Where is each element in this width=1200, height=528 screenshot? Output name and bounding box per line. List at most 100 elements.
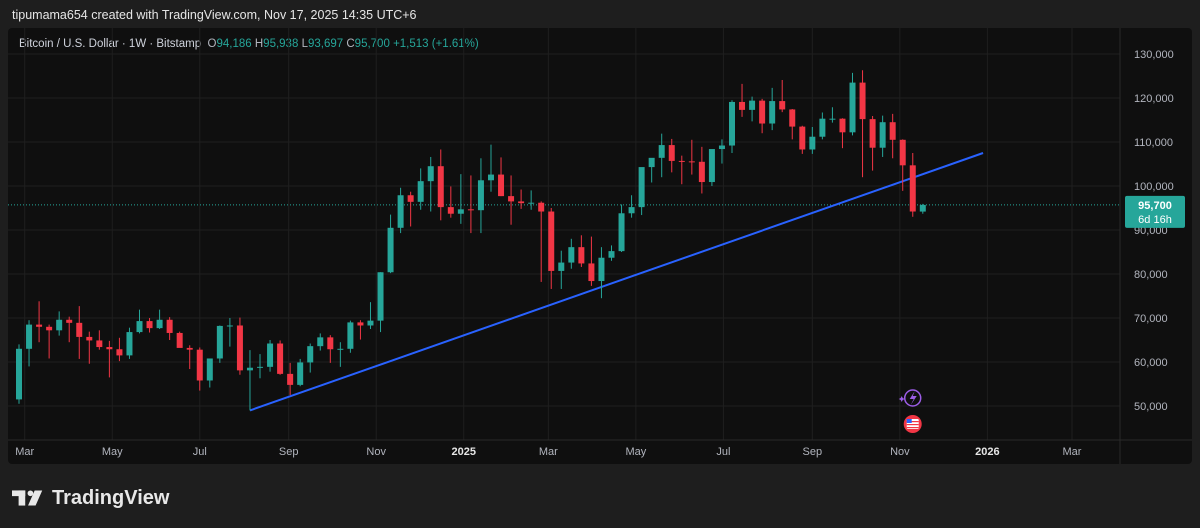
candle xyxy=(769,87,776,131)
candle-body xyxy=(698,161,705,183)
candle-body xyxy=(528,202,535,204)
flag-canton xyxy=(906,419,912,423)
candle xyxy=(548,208,555,289)
candle-body xyxy=(427,166,434,182)
candle-body xyxy=(417,181,424,202)
candle xyxy=(226,318,233,347)
candle-body xyxy=(548,211,555,271)
us-flag-event-icon xyxy=(903,415,922,433)
last-price-value: 95,700 xyxy=(1138,200,1172,212)
candle-body xyxy=(267,343,274,367)
lightning-event-circle xyxy=(903,389,922,407)
candle xyxy=(236,317,243,375)
candle-body xyxy=(86,336,93,341)
y-tick-label: 70,000 xyxy=(1134,313,1168,325)
candle xyxy=(919,203,926,214)
candle xyxy=(216,325,223,363)
candle-body xyxy=(849,82,856,133)
candle xyxy=(859,70,866,178)
lightning-event-icon xyxy=(898,389,922,407)
candle-body xyxy=(457,209,464,214)
candle xyxy=(176,331,183,348)
candle xyxy=(417,168,424,210)
candlestick-chart[interactable]: 50,000 60,000 70,000 80,000 90,000 100,000 110… xyxy=(8,28,1192,464)
brand-footer: TradingView xyxy=(12,483,169,513)
last-price-tag: 95,700 6d 16h xyxy=(1125,195,1185,228)
candle-body xyxy=(216,325,223,359)
candle-body xyxy=(508,196,515,202)
candle-body xyxy=(236,325,243,371)
candle xyxy=(718,139,725,164)
candle xyxy=(538,201,545,282)
x-tick-label: May xyxy=(625,446,646,458)
candle-body xyxy=(287,373,294,385)
candle xyxy=(879,115,886,157)
candle-body xyxy=(839,118,846,133)
candle xyxy=(246,350,253,411)
candle xyxy=(327,335,334,363)
candle xyxy=(728,100,735,153)
y-tick-label: 120,000 xyxy=(1134,93,1174,105)
y-tick-label: 90,000 xyxy=(1134,225,1168,237)
change-value: +1,513 (+1.61%) xyxy=(393,38,479,50)
candle-body xyxy=(347,322,354,349)
candle-body xyxy=(769,101,776,124)
candle-body xyxy=(367,320,374,326)
candle xyxy=(116,337,123,362)
high-value: 95,938 xyxy=(263,38,299,50)
x-tick-label: 2025 xyxy=(451,446,475,458)
candle xyxy=(287,362,294,395)
candle-body xyxy=(136,321,143,333)
bar-countdown: 6d 16h xyxy=(1138,214,1172,226)
candle-body xyxy=(749,100,756,110)
brand-name: TradingView xyxy=(52,486,170,509)
candle xyxy=(658,133,665,178)
candle xyxy=(457,174,464,224)
candle-body xyxy=(518,201,525,204)
candle-body xyxy=(598,257,605,282)
candle xyxy=(518,189,525,209)
candle xyxy=(568,238,575,269)
candle-body xyxy=(206,358,213,381)
candle-body xyxy=(166,319,173,333)
flag-stripe xyxy=(906,427,919,429)
candle xyxy=(56,311,63,336)
support-trendline xyxy=(249,152,984,412)
candle xyxy=(819,112,826,140)
candle-body xyxy=(889,122,896,140)
candle-body xyxy=(638,167,645,208)
candle xyxy=(126,327,133,359)
x-tick-label: Nov xyxy=(366,446,386,458)
candle xyxy=(487,144,494,192)
symbol-legend: Bitcoin / U.S. Dollar · 1W · Bitstamp O9… xyxy=(19,38,479,50)
candle xyxy=(387,214,394,274)
candle xyxy=(397,187,404,234)
candle xyxy=(759,98,766,134)
candle-body xyxy=(186,347,193,350)
candle xyxy=(206,358,213,388)
candle-body xyxy=(487,174,494,181)
candle xyxy=(66,316,73,343)
candle xyxy=(698,146,705,194)
candle-body xyxy=(678,160,685,162)
candle xyxy=(477,158,484,234)
candle xyxy=(16,344,22,404)
candle xyxy=(46,324,53,359)
candle-body xyxy=(477,180,484,211)
low-value: 93,697 xyxy=(307,38,344,50)
candle xyxy=(849,72,856,136)
candle xyxy=(608,245,615,261)
candle xyxy=(809,127,816,154)
y-tick-label: 100,000 xyxy=(1134,181,1174,193)
candle-body xyxy=(46,326,53,331)
candle-body xyxy=(728,101,735,146)
chart-panel[interactable]: Bitcoin / U.S. Dollar · 1W · Bitstamp O9… xyxy=(8,28,1192,464)
close-value: 95,700 xyxy=(354,38,390,50)
candle-body xyxy=(337,348,344,350)
candle-body xyxy=(36,324,43,327)
high-label: H xyxy=(254,38,264,50)
x-tick-label: May xyxy=(102,446,123,458)
candle-body xyxy=(156,319,163,329)
candle xyxy=(618,204,625,252)
candle-body xyxy=(658,145,665,158)
